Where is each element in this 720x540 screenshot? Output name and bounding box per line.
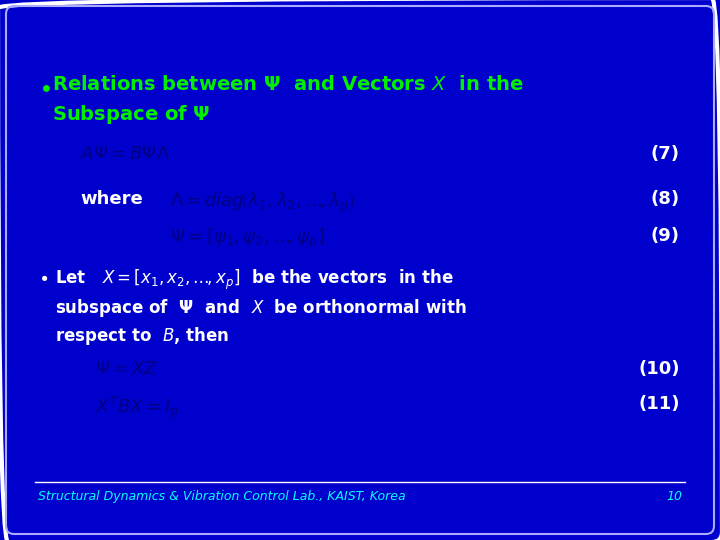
Text: $\bullet$: $\bullet$ — [38, 268, 48, 286]
Text: (7): (7) — [651, 145, 680, 163]
Text: $\Psi = XZ$: $\Psi = XZ$ — [95, 360, 158, 378]
Text: (9): (9) — [651, 227, 680, 245]
Text: subspace of  $\mathbf{\Psi}$  and  $\mathit{X}$  be orthonormal with: subspace of $\mathbf{\Psi}$ and $\mathit… — [55, 297, 467, 319]
Text: $\bullet$: $\bullet$ — [38, 75, 51, 99]
Text: (11): (11) — [639, 395, 680, 413]
Text: (10): (10) — [639, 360, 680, 378]
Text: Relations between $\mathbf{\Psi}$  and Vectors $\mathit{X}$  in the: Relations between $\mathbf{\Psi}$ and Ve… — [52, 75, 524, 94]
Text: Subspace of $\mathbf{\Psi}$: Subspace of $\mathbf{\Psi}$ — [52, 103, 210, 126]
Text: Let   $X = \left[x_1,x_2,\ldots\!,x_p\right]$  be the vectors  in the: Let $X = \left[x_1,x_2,\ldots\!,x_p\righ… — [55, 268, 454, 292]
Text: $\Lambda = diag\!\left(\lambda_1,\lambda_2,\ldots\!,\lambda_p\right)$: $\Lambda = diag\!\left(\lambda_1,\lambda… — [170, 190, 355, 215]
Text: where: where — [80, 190, 143, 208]
Text: Structural Dynamics & Vibration Control Lab., KAIST, Korea: Structural Dynamics & Vibration Control … — [38, 490, 405, 503]
Text: 10: 10 — [666, 490, 682, 503]
Text: $X^T BX = I_p$: $X^T BX = I_p$ — [95, 395, 179, 421]
Text: $A\Psi = B\Psi\Lambda$: $A\Psi = B\Psi\Lambda$ — [80, 145, 170, 163]
Text: respect to  $\mathbf{\mathit{B}}$, then: respect to $\mathbf{\mathit{B}}$, then — [55, 325, 229, 347]
Text: (8): (8) — [651, 190, 680, 208]
Text: $\Psi = \left[\psi_1,\psi_2,\ldots\!,\psi_p\right]$: $\Psi = \left[\psi_1,\psi_2,\ldots\!,\ps… — [170, 227, 325, 251]
